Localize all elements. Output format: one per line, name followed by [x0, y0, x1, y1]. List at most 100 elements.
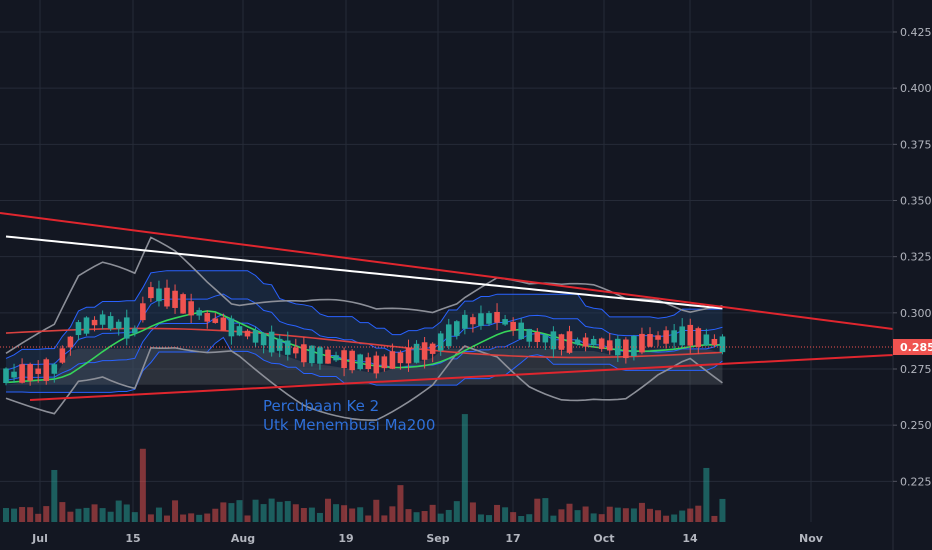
- volume-bar: [131, 512, 138, 522]
- candle-body: [284, 340, 291, 355]
- candle-body: [437, 333, 444, 351]
- candle-body: [325, 349, 331, 364]
- candle-body: [703, 334, 710, 346]
- candle-body: [123, 317, 130, 339]
- volume-bar: [437, 513, 444, 522]
- volume-bar: [19, 507, 26, 522]
- volume-bar: [83, 507, 90, 522]
- candle-body: [671, 330, 677, 343]
- volume-bar: [373, 499, 380, 522]
- volume-bar: [679, 510, 686, 522]
- volume-bar: [333, 504, 340, 522]
- volume-bar: [695, 505, 702, 522]
- candle-body: [582, 337, 589, 347]
- volume-bar: [477, 514, 484, 522]
- current-price-tag: [893, 339, 932, 355]
- candle-body: [574, 339, 581, 345]
- x-tick-label: Aug: [231, 532, 255, 545]
- candle-body: [655, 335, 661, 340]
- volume-bar: [719, 498, 726, 522]
- volume-bar: [268, 498, 275, 522]
- volume-bar: [357, 507, 364, 522]
- volume-bar: [172, 500, 179, 522]
- candle-body: [301, 344, 307, 363]
- candle-body: [83, 317, 90, 334]
- x-tick-label: 17: [505, 532, 520, 545]
- volume-bar: [598, 514, 605, 522]
- volume-bar: [663, 515, 670, 522]
- volume-bar: [655, 510, 662, 522]
- candle-body: [413, 343, 420, 363]
- candle-body: [67, 336, 74, 348]
- y-tick-label: 0.425: [900, 26, 932, 39]
- volume-bar: [558, 509, 565, 522]
- volume-bar: [308, 507, 315, 522]
- volume-bar: [622, 508, 629, 522]
- y-tick-label: 0.250: [900, 419, 932, 432]
- y-tick-label: 0.375: [900, 138, 932, 151]
- candle-body: [647, 334, 653, 347]
- volume-bar: [147, 514, 154, 522]
- volume-bar: [220, 502, 227, 522]
- y-tick-label: 0.325: [900, 251, 932, 264]
- volume-bar: [99, 508, 106, 522]
- volume-bar: [703, 467, 710, 522]
- candle-body: [590, 338, 597, 346]
- descending-trendline: [0, 212, 894, 330]
- volume-bar: [196, 514, 203, 522]
- candle-body: [115, 321, 122, 329]
- volume-bar: [155, 507, 162, 522]
- volume-bar: [413, 512, 420, 522]
- volume-bar: [397, 485, 404, 522]
- volume-bar: [300, 508, 307, 522]
- candle-body: [51, 364, 58, 374]
- candle-body: [365, 357, 372, 370]
- candle-body: [405, 347, 412, 364]
- x-tick-label: Nov: [799, 532, 824, 545]
- volume-bar: [164, 515, 170, 522]
- volume-bar: [566, 503, 573, 522]
- candle-body: [542, 334, 549, 343]
- candle-body: [429, 343, 436, 354]
- annotation: Percubaan Ke 2 Utk Menembusi Ma200: [263, 397, 435, 434]
- volume-bar: [27, 507, 34, 522]
- candle-body: [711, 338, 718, 346]
- time-axis: Jul 15 Aug 19 Sep 17 Oct 14 Nov: [31, 532, 824, 545]
- volume-bar: [711, 515, 718, 522]
- candle-body: [341, 350, 347, 369]
- candle-body: [502, 319, 508, 325]
- candle-body: [220, 317, 227, 331]
- volume-bar: [276, 501, 283, 522]
- candle-body: [695, 328, 702, 347]
- candle-body: [260, 333, 267, 346]
- volume-bar: [381, 515, 388, 522]
- candle-body: [99, 314, 106, 325]
- annotation-line-2: Utk Menembusi Ma200: [263, 416, 435, 434]
- trendlines: [0, 212, 894, 401]
- candle-body: [293, 347, 299, 354]
- volume-bar: [260, 504, 267, 522]
- volume-bar: [316, 512, 323, 522]
- volume-bar: [115, 500, 122, 522]
- y-tick-label: 0.225: [900, 475, 932, 488]
- volume-bar: [582, 506, 589, 522]
- candle-body: [132, 328, 138, 334]
- volume-bar: [91, 504, 98, 522]
- candle-body: [228, 318, 235, 337]
- candle-body: [639, 333, 645, 353]
- volume-bar: [3, 508, 9, 522]
- candle-body: [631, 335, 637, 356]
- candle-body: [510, 321, 516, 331]
- volume-bar: [107, 511, 114, 522]
- volume-bar: [671, 514, 678, 522]
- volume-bar: [180, 514, 187, 522]
- y-tick-label: 0.275: [900, 363, 932, 376]
- candle-body: [494, 311, 500, 323]
- volume-bar: [67, 511, 74, 522]
- candle-body: [309, 345, 315, 364]
- y-tick-label: 0.400: [900, 82, 932, 95]
- candle-body: [268, 331, 275, 353]
- candle-body: [357, 354, 363, 370]
- candle-body: [526, 328, 533, 342]
